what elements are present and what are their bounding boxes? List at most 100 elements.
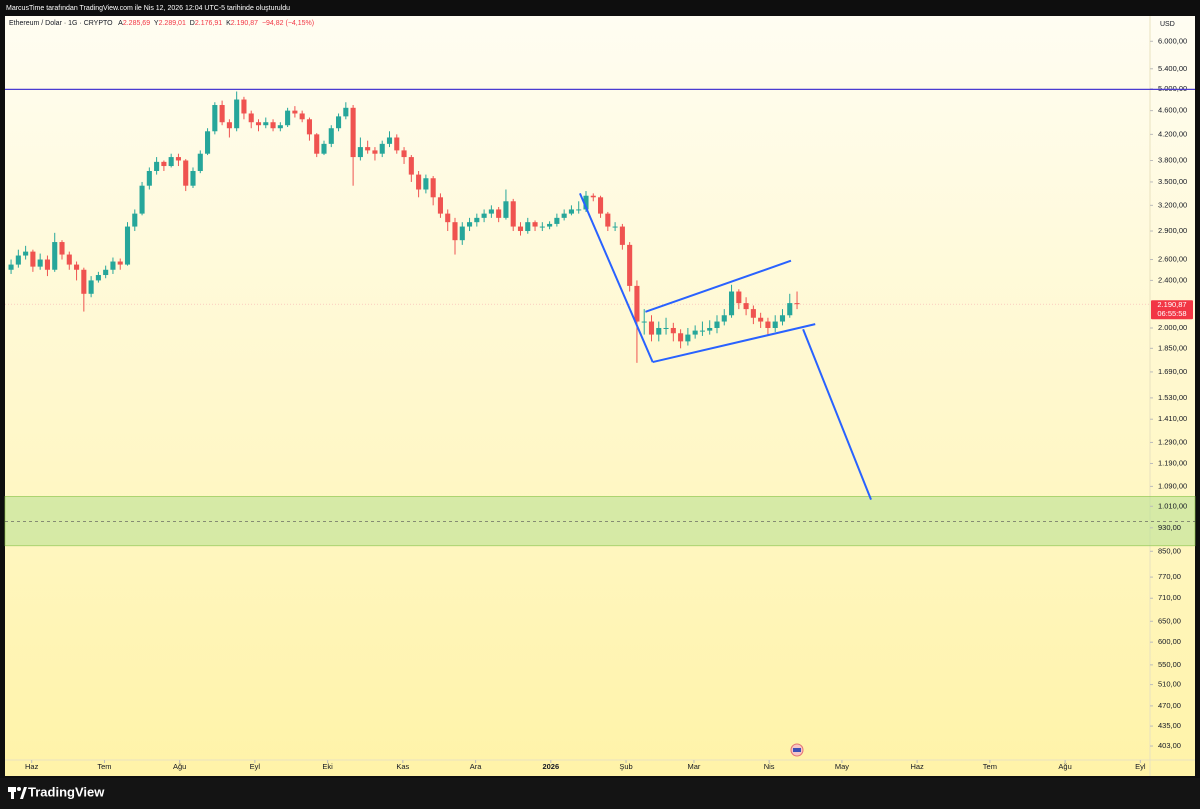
candle-body xyxy=(445,213,451,223)
y-tick-label: 650,00 xyxy=(1158,616,1181,625)
candle-body xyxy=(379,143,385,154)
candle-body xyxy=(459,226,465,241)
y-tick-label: 510,00 xyxy=(1158,680,1181,689)
candle-body xyxy=(8,264,14,270)
y-tick-label: 6.000,00 xyxy=(1158,36,1187,45)
y-tick-label: 3.500,00 xyxy=(1158,177,1187,186)
candle-body xyxy=(641,321,647,323)
candle-body xyxy=(765,321,771,328)
candle-body xyxy=(59,242,65,255)
candle-body xyxy=(277,125,283,129)
candle-body xyxy=(758,317,764,322)
candle-body xyxy=(336,116,342,129)
candle-body xyxy=(437,197,443,214)
candle-body xyxy=(226,122,232,129)
candle-body xyxy=(124,226,131,265)
y-tick-label: 470,00 xyxy=(1158,701,1181,710)
candle-body xyxy=(743,303,749,310)
close-key: K xyxy=(226,20,231,27)
x-tick-label: 2026 xyxy=(542,762,559,771)
y-tick-label: 403,00 xyxy=(1158,741,1181,750)
footer-bar xyxy=(0,778,1200,809)
candle-body xyxy=(190,170,196,186)
x-tick-label: Kas xyxy=(396,762,409,771)
high-key: Y xyxy=(154,20,159,27)
price-tag xyxy=(1151,300,1193,320)
x-tick-label: Eki xyxy=(322,762,333,771)
countdown: 06:55:58 xyxy=(1157,309,1186,318)
y-tick-label: 2.600,00 xyxy=(1158,255,1187,264)
x-tick-label: Haz xyxy=(910,762,924,771)
candle-body xyxy=(554,217,560,224)
y-tick-label: 3.800,00 xyxy=(1158,155,1187,164)
candle-body xyxy=(568,209,574,214)
candle-body xyxy=(30,251,36,267)
candle-body xyxy=(263,122,269,126)
candle-body xyxy=(314,134,320,154)
candle-body xyxy=(452,222,458,241)
candle-body xyxy=(103,269,109,276)
candle-body xyxy=(146,170,152,186)
candle-body xyxy=(88,280,94,294)
candle-body xyxy=(81,269,87,294)
candle-body xyxy=(15,255,21,265)
candle-body xyxy=(248,113,254,123)
candle-body xyxy=(663,327,669,329)
x-tick-label: Eyl xyxy=(1135,762,1146,771)
event-icon xyxy=(790,743,804,757)
x-tick-label: Tem xyxy=(983,762,997,771)
zone xyxy=(4,496,1196,547)
x-tick-label: Haz xyxy=(25,762,39,771)
candle-body xyxy=(306,119,312,135)
candle-body xyxy=(627,244,633,286)
candle-body xyxy=(612,226,618,228)
candle-body xyxy=(350,107,356,158)
y-tick-label: 1.850,00 xyxy=(1158,343,1187,352)
candle-body xyxy=(299,113,305,120)
candle-body xyxy=(219,105,225,123)
candle-body xyxy=(692,330,698,335)
y-tick-label: 770,00 xyxy=(1158,572,1181,581)
candle-body xyxy=(161,161,167,167)
change: −94,82 (−4,15%) xyxy=(262,20,314,27)
candle-body xyxy=(343,107,349,117)
candle-body xyxy=(510,201,516,227)
candle-body xyxy=(481,213,487,218)
y-tick-label: 2.400,00 xyxy=(1158,275,1187,284)
candle-body xyxy=(634,285,640,322)
y-tick-label: 2.900,00 xyxy=(1158,226,1187,235)
candle-body xyxy=(423,178,429,190)
price-tag-value: 2.190,87 xyxy=(1157,300,1186,309)
trend-line xyxy=(579,192,654,363)
header: MarcusTime tarafından TradingView.com il… xyxy=(6,5,290,12)
logo xyxy=(8,787,27,799)
candle-body xyxy=(321,143,327,154)
brand: TradingView xyxy=(28,784,105,799)
candle-body xyxy=(583,195,589,210)
candle-body xyxy=(561,213,567,218)
y-tick-label: 1.090,00 xyxy=(1158,481,1187,490)
candle-body xyxy=(525,222,531,232)
candle-body xyxy=(175,157,181,161)
y-tick-label: 600,00 xyxy=(1158,637,1181,646)
candle-body xyxy=(488,209,494,214)
candle-body xyxy=(794,303,800,305)
candle-body xyxy=(255,122,262,126)
candle-body xyxy=(270,122,276,129)
candle-body xyxy=(517,226,524,232)
x-tick-label: Tem xyxy=(97,762,111,771)
y-tick-label: 5.000,00 xyxy=(1158,84,1187,93)
candle-body xyxy=(408,157,414,175)
y-tick-label: 1.010,00 xyxy=(1158,501,1187,510)
symbol: Ethereum / Dolar · 1G · CRYPTO xyxy=(9,20,113,27)
candle-body xyxy=(401,150,407,158)
candle-body xyxy=(787,303,793,316)
candle-body xyxy=(648,321,655,335)
y-tick-label: 1.530,00 xyxy=(1158,393,1187,402)
candle-body xyxy=(699,330,705,332)
trend-line xyxy=(645,259,792,313)
candle-body xyxy=(750,309,756,318)
candle-body xyxy=(503,201,509,218)
candle-body xyxy=(605,213,611,227)
